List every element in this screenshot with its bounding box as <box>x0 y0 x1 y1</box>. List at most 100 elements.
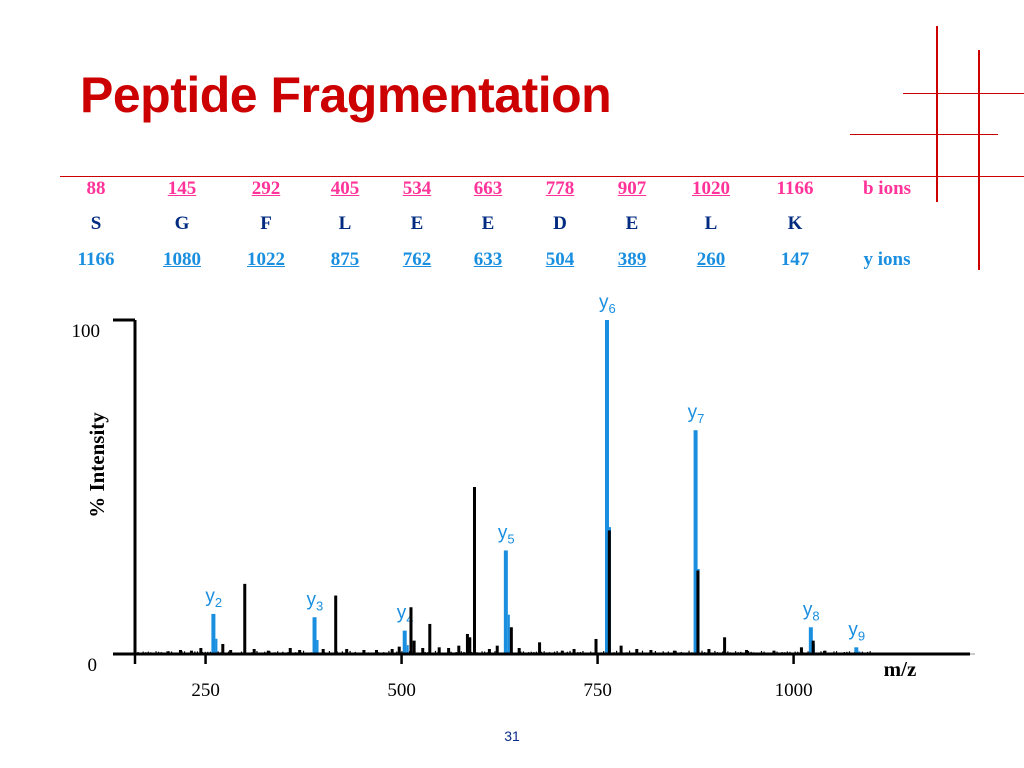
noise-peak <box>569 650 571 654</box>
fragment-peak <box>649 649 653 654</box>
peak-label-letter: y <box>599 292 609 313</box>
fragment-peak <box>345 648 349 654</box>
noise-peak <box>760 650 763 654</box>
fragment-peak <box>199 647 203 654</box>
residue-value: G <box>174 213 190 234</box>
noise-peak <box>714 650 716 654</box>
fragment-peak <box>298 649 302 654</box>
noise-peak <box>434 650 437 654</box>
y-ion-value: 1166 <box>77 249 115 270</box>
peak-label-letter: y <box>498 522 508 543</box>
y-ion-value: 147 <box>780 249 810 270</box>
noise-peak <box>628 650 631 654</box>
fragment-peak <box>799 647 803 654</box>
peak-label-letter: y <box>688 402 698 423</box>
noise-peak <box>328 650 331 654</box>
b-ion-value: 292 <box>251 178 281 199</box>
b-ion-row-label: b ions <box>862 178 912 199</box>
y-axis-title: % Intensity <box>85 412 109 518</box>
page-number: 31 <box>504 728 520 744</box>
peak-label: y2 <box>205 586 222 610</box>
residue-value: L <box>704 213 718 234</box>
peak-label-letter: y <box>205 586 215 607</box>
b-ion-value: 88 <box>86 178 106 199</box>
peak-label: y5 <box>498 522 515 546</box>
peak-label: y6 <box>599 292 616 316</box>
fragment-peak <box>447 647 451 654</box>
fragment-peak <box>619 645 623 654</box>
y-ion-value: 260 <box>696 249 726 270</box>
y-ion-value: 762 <box>402 249 432 270</box>
residue-value: E <box>481 213 495 234</box>
y-ion-value: 1080 <box>163 249 201 270</box>
peak-label-subscript: 2 <box>215 595 222 610</box>
fragment-peak <box>457 645 461 654</box>
fragment-peak <box>509 627 513 654</box>
peak-label-subscript: 5 <box>507 531 514 546</box>
y-ion-value: 875 <box>330 249 360 270</box>
y-tick-label: 100 <box>72 321 101 342</box>
residue-value: D <box>553 213 567 234</box>
noise-peak <box>701 650 703 654</box>
noise-peak <box>688 650 690 654</box>
peak-label-subscript: 3 <box>316 598 323 613</box>
b-ion-value: 907 <box>617 178 647 199</box>
residue-value: K <box>787 213 803 234</box>
residue-value: E <box>625 213 639 234</box>
fragment-peak <box>229 649 233 654</box>
peak-label: y9 <box>848 619 865 643</box>
fragment-peak <box>572 648 576 654</box>
peak-label: y3 <box>307 589 324 613</box>
y-ion-value: 389 <box>617 249 647 270</box>
fragment-peak <box>321 648 325 654</box>
noise-peak <box>616 650 618 654</box>
isotope-peak <box>507 614 510 654</box>
fragment-peak <box>487 648 491 654</box>
peak-label-subscript: 6 <box>608 301 615 316</box>
x-axis-title: m/z <box>884 657 917 681</box>
noise-peak <box>641 650 644 654</box>
peak-label-letter: y <box>307 589 317 610</box>
fragment-peak <box>428 623 432 654</box>
x-tick-label: 500 <box>387 680 416 701</box>
y-ion-peak <box>312 617 317 654</box>
b-ion-value: 778 <box>545 178 575 199</box>
peak-label-subscript: 7 <box>697 411 704 426</box>
x-tick-label: 750 <box>583 680 612 701</box>
y-ion-peak <box>211 613 216 654</box>
b-ion-value: 663 <box>473 178 503 199</box>
peak-label-subscript: 8 <box>812 608 819 623</box>
decorative-line-h2 <box>850 134 998 135</box>
residue-value: F <box>260 213 272 234</box>
noise-peak <box>675 650 677 654</box>
peak-label-subscript: 9 <box>858 628 865 643</box>
b-ion-value: 1020 <box>692 178 730 199</box>
peak-label-letter: y <box>803 599 813 620</box>
y-ion-peak <box>808 627 813 654</box>
noise-peak <box>302 650 305 654</box>
decorative-line-v1 <box>936 26 938 202</box>
peak-label-letter: y <box>397 603 407 624</box>
x-tick-label: 1000 <box>775 680 813 701</box>
x-tick-label: 250 <box>191 680 220 701</box>
fragment-peak <box>465 633 469 654</box>
b-ion-value: 145 <box>167 178 197 199</box>
y-ion-row: 1166 1080 1022 875 762 633 504 389 260 147 y ions <box>0 249 1024 275</box>
noise-peak <box>582 650 584 654</box>
fragment-peak <box>412 640 416 654</box>
fragment-peak <box>472 487 476 654</box>
y-ion-row-label: y ions <box>863 249 911 270</box>
fragment-peak <box>594 638 598 654</box>
y-ion-peak <box>604 320 609 654</box>
fragment-peak <box>421 647 425 654</box>
fragment-peak <box>723 637 727 654</box>
y-ion-value: 633 <box>473 249 503 270</box>
noise-peak <box>556 650 558 654</box>
fragment-peak <box>437 647 441 654</box>
fragment-peak <box>252 648 256 654</box>
fragment-peak <box>495 645 499 654</box>
y-ion-value: 1022 <box>247 249 285 270</box>
b-ion-value: 534 <box>402 178 432 199</box>
isotope-peak <box>316 640 319 654</box>
